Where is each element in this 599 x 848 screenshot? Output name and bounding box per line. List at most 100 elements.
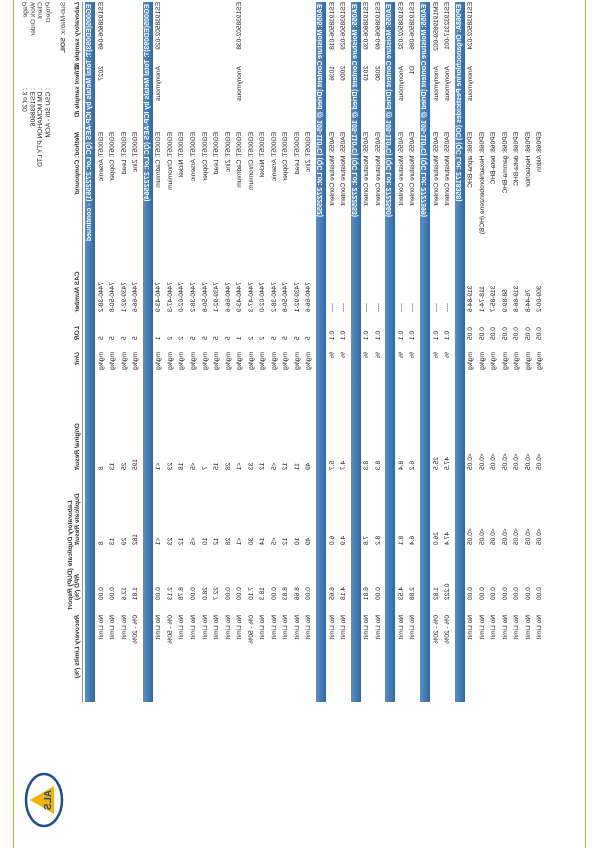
cell: ES1938506-029: [340, 2, 348, 50]
cell: <0.05: [536, 528, 544, 545]
cell: ES1938606-039: [363, 2, 371, 50]
cell: <5: [270, 462, 278, 470]
cell: EG005T: Chromium: [247, 132, 255, 190]
cell: <1: [155, 462, 163, 470]
cell: 5: [109, 336, 117, 340]
cell: 8.3: [374, 460, 382, 470]
cell: No Limit: [97, 615, 105, 640]
cell: 0.1: [444, 330, 452, 340]
cell: ----: [409, 303, 417, 312]
cell: 182: [132, 533, 140, 545]
cell: 0% - 20%: [444, 615, 452, 644]
cell: 319-84-6: [467, 285, 475, 312]
cell: EA055: Moisture Content: [432, 132, 440, 206]
cell: 2080: [374, 66, 382, 81]
cell: No Limit: [513, 615, 521, 640]
cell: 2.88: [409, 587, 417, 600]
sub-matrix-label: Sub-Matrix:: [60, 2, 67, 36]
header-value: : ES1938606: [29, 88, 37, 127]
cell: 5: [305, 336, 313, 340]
cell: mg/kg: [259, 352, 267, 370]
cell: 0.00: [155, 587, 163, 600]
cell: EG005T: Arsenic: [189, 132, 197, 182]
cell: 49: [305, 462, 313, 470]
cell: 0.1: [432, 330, 440, 340]
cell: No Limit: [282, 615, 290, 640]
cell: EG005T: Nickel: [259, 132, 267, 178]
cell: 76-44-8: [524, 289, 532, 312]
cell: No Limit: [259, 615, 267, 640]
bottom-rule: [585, 0, 586, 848]
header-rule: [82, 2, 83, 702]
cell: 8.83: [282, 587, 290, 600]
cell: Anonymous: [432, 66, 440, 101]
cell: EG005T: Cadmium: [155, 132, 163, 188]
cell: <1: [236, 537, 244, 545]
cell: 15: [213, 462, 221, 470]
cell: 7440-38-2: [270, 281, 278, 312]
cell: 4.7: [340, 460, 348, 470]
cell: 7.10: [247, 587, 255, 600]
cell: mg/kg: [155, 352, 163, 370]
cell: EA055: Moisture Content: [328, 132, 336, 206]
cell: mg/kg: [513, 352, 521, 370]
cell: %: [374, 352, 382, 358]
sub-matrix-value: SOIL: [60, 37, 67, 53]
cell: EP068: Aldrin: [536, 132, 544, 172]
header-value: : DM MCMAHON PTY LTD: [37, 88, 44, 167]
cell: mg/kg: [236, 352, 244, 370]
cell: 2: [178, 336, 186, 340]
cell: 0.00: [501, 587, 509, 600]
cell: 6.2: [409, 460, 417, 470]
cell: 11: [293, 463, 301, 470]
cell: 8.78: [178, 587, 186, 600]
cell: 6.4: [409, 535, 417, 545]
cell: 4.18: [340, 587, 348, 600]
cell: 0.05: [478, 327, 486, 340]
cell: <0.05: [467, 453, 475, 470]
section-band: EP068A: Organochlorine Pesticides (OC) (…: [454, 2, 465, 702]
cell: ES1938606-046: [97, 2, 105, 50]
cell: 0.00: [305, 587, 313, 600]
cell: 5: [120, 336, 128, 340]
cell: No Limit: [501, 615, 509, 640]
cell: mg/kg: [213, 352, 221, 370]
logo-text: ALS: [43, 790, 54, 810]
cell: 5: [282, 336, 290, 340]
cell: 2.13: [166, 587, 174, 600]
cell: 1.81: [132, 587, 140, 600]
cell: 0.00: [97, 587, 105, 600]
cell: mg/kg: [178, 352, 186, 370]
cell: 6.81: [363, 587, 371, 600]
cell: 58-89-9: [501, 289, 509, 312]
cell: EG005T: Arsenic: [97, 132, 105, 182]
cell: 25: [120, 462, 128, 470]
cell: 23: [166, 462, 174, 470]
cell: 12: [259, 462, 267, 470]
cell: 13: [109, 537, 117, 545]
cell: ----: [374, 303, 382, 312]
column-header: CAS Number: [74, 271, 81, 312]
cell: 7: [201, 466, 209, 470]
cell: <0.05: [501, 528, 509, 545]
cell: <5: [189, 537, 197, 545]
cell: mg/kg: [467, 352, 475, 370]
cell: No Limit: [189, 615, 197, 640]
cell: <1: [236, 462, 244, 470]
cell: 5: [270, 336, 278, 340]
cell: EP068: beta-BHC: [490, 132, 498, 185]
cell: 7440-38-2: [97, 281, 105, 312]
cell: %: [409, 352, 417, 358]
cell: No Limit: [305, 615, 313, 640]
cell: Anonymous: [155, 66, 163, 101]
cell: mg/kg: [501, 352, 509, 370]
cell: No Limit: [236, 615, 244, 640]
cell: ----: [432, 303, 440, 312]
cell: EG005T: Copper: [201, 132, 209, 182]
cell: EG005T: Arsenic: [270, 132, 278, 182]
cell: 8: [97, 466, 105, 470]
cell: 2: [247, 336, 255, 340]
cell: mg/kg: [305, 352, 313, 370]
cell: 7440-66-6: [132, 281, 140, 312]
column-header: Recovery Limits (%): [74, 615, 81, 679]
